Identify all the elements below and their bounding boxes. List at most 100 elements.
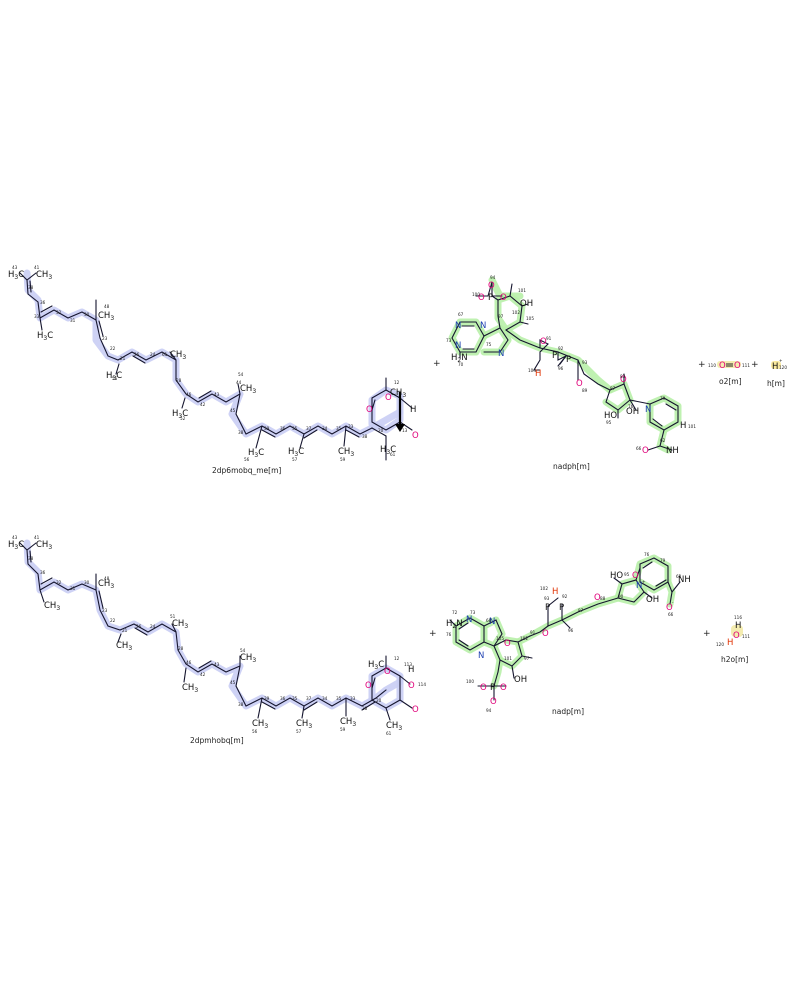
- atom-h3c-5: H3C: [288, 447, 304, 458]
- plus-operator-3: +: [751, 360, 759, 370]
- label-h2o: h2o[m]: [721, 655, 748, 664]
- atom-h-p5: H: [552, 587, 558, 597]
- svg-text:22: 22: [110, 618, 116, 623]
- atom-o-p1c: O: [500, 293, 507, 303]
- svg-text:113: 113: [404, 662, 412, 667]
- molecule-nadp: H2N N N N O OH P O O O O P P H O O HO OH…: [446, 552, 691, 713]
- atom-o-right: O: [412, 431, 419, 441]
- svg-text:68: 68: [486, 618, 492, 623]
- svg-text:+: +: [642, 579, 646, 584]
- svg-text:72: 72: [452, 610, 458, 615]
- atom-o-amide-p: O: [666, 603, 673, 613]
- atom-h-hydroxy: H: [408, 665, 414, 675]
- atom-p-3: P: [566, 355, 571, 365]
- atom-ch3-p5: CH3: [182, 683, 198, 694]
- molecule-h2o: H O H 116 111 120: [716, 615, 750, 648]
- svg-text:23: 23: [102, 608, 108, 613]
- svg-text:92: 92: [562, 594, 568, 599]
- atom-o-p4a: O: [480, 683, 487, 693]
- svg-text:28: 28: [176, 378, 182, 383]
- atom-ch3-top-p: CH3: [36, 540, 52, 551]
- svg-text:-: -: [672, 600, 674, 605]
- atom-o-right-p: O: [412, 705, 419, 715]
- svg-text:93: 93: [582, 360, 588, 365]
- svg-text:59: 59: [340, 457, 346, 462]
- atom-o-ring-p: O: [632, 571, 639, 581]
- plus-operator-1: +: [433, 359, 441, 369]
- svg-text:35: 35: [292, 426, 298, 431]
- label-2dpmhobq: 2dpmhobq[m]: [190, 736, 244, 745]
- svg-text:96: 96: [568, 628, 574, 633]
- svg-text:54: 54: [240, 648, 246, 653]
- svg-text:94: 94: [490, 275, 496, 280]
- svg-text:36: 36: [40, 570, 46, 575]
- svg-text:90: 90: [618, 594, 624, 599]
- svg-text:37: 37: [306, 426, 312, 431]
- svg-text:31: 31: [70, 318, 76, 323]
- atom-o-methoxy: O: [385, 393, 392, 403]
- atom-ch3-p6: CH3: [240, 653, 256, 664]
- svg-text:83: 83: [620, 374, 626, 379]
- atom-o-p4b: O: [500, 683, 507, 693]
- svg-text:45: 45: [230, 680, 236, 685]
- atom-o-left: O: [366, 405, 373, 415]
- atom-h-water-a: H: [735, 621, 741, 631]
- atom-o-p2: O: [540, 337, 547, 347]
- svg-text:111: 111: [742, 634, 750, 639]
- atom-oh-p-rib: OH: [514, 675, 527, 685]
- label-2dp6mobq-me: 2dp6mobq_me[m]: [212, 466, 281, 475]
- svg-text:92: 92: [558, 346, 564, 351]
- atom-n-3: N: [455, 341, 461, 351]
- svg-text:41: 41: [34, 265, 40, 270]
- atom-ch3-o: CH3: [390, 388, 406, 399]
- svg-text:102: 102: [512, 310, 520, 315]
- svg-text:56: 56: [244, 457, 250, 462]
- svg-text:75: 75: [486, 342, 492, 347]
- svg-text:94: 94: [486, 708, 492, 713]
- label-nadp: nadp[m]: [552, 707, 584, 716]
- svg-text:95: 95: [606, 420, 612, 425]
- svg-text:91: 91: [546, 336, 552, 341]
- svg-text:33: 33: [34, 314, 40, 319]
- svg-text:76: 76: [446, 632, 452, 637]
- svg-text:91: 91: [530, 630, 536, 635]
- molecule-2dpmhobq: H3C CH3 CH3 CH3 CH3 CH3 CH3 CH3 CH3 CH3 …: [8, 535, 426, 736]
- atom-p-2: P: [552, 351, 557, 361]
- atom-h2n-p: H2N: [446, 619, 463, 630]
- svg-text:26: 26: [136, 624, 142, 629]
- atom-oh-2: OH: [626, 407, 639, 417]
- svg-text:32: 32: [56, 580, 62, 585]
- atom-h2n: H2N: [451, 353, 468, 364]
- svg-text:34: 34: [322, 426, 328, 431]
- svg-text:43: 43: [214, 392, 220, 397]
- svg-text:45: 45: [230, 408, 236, 413]
- svg-text:62: 62: [676, 574, 682, 579]
- svg-text:95: 95: [624, 572, 630, 577]
- atom-h3c-1: H3C: [37, 331, 53, 342]
- svg-text:36: 36: [40, 300, 46, 305]
- svg-text:76: 76: [628, 404, 634, 409]
- molecule-nadph: N N N N H2N P O O O OH O P P H O O HO OH…: [446, 275, 696, 456]
- atom-n-1: N: [455, 321, 461, 331]
- svg-text:48: 48: [104, 304, 110, 309]
- svg-text:96: 96: [558, 366, 564, 371]
- svg-text:35: 35: [292, 696, 298, 701]
- svg-text:31: 31: [70, 586, 76, 591]
- svg-text:111: 111: [742, 363, 750, 368]
- atom-ch3-ring-p: CH3: [386, 721, 402, 732]
- atom-n-plus: N: [636, 581, 642, 591]
- svg-text:100: 100: [472, 292, 480, 297]
- svg-text:39: 39: [264, 426, 270, 431]
- svg-text:38: 38: [28, 285, 34, 290]
- atom-o-ribose-p: O: [504, 639, 511, 649]
- plus-operator-5: +: [703, 629, 711, 639]
- svg-text:46: 46: [186, 392, 192, 397]
- atom-ch3-3: CH3: [240, 384, 256, 395]
- svg-text:12: 12: [394, 656, 400, 661]
- svg-text:21: 21: [120, 356, 126, 361]
- svg-text:41: 41: [34, 535, 40, 540]
- atom-o2-a: O: [719, 361, 726, 371]
- svg-text:87: 87: [610, 386, 616, 391]
- atom-h-pyr: H: [680, 421, 686, 431]
- svg-text:20: 20: [376, 698, 382, 703]
